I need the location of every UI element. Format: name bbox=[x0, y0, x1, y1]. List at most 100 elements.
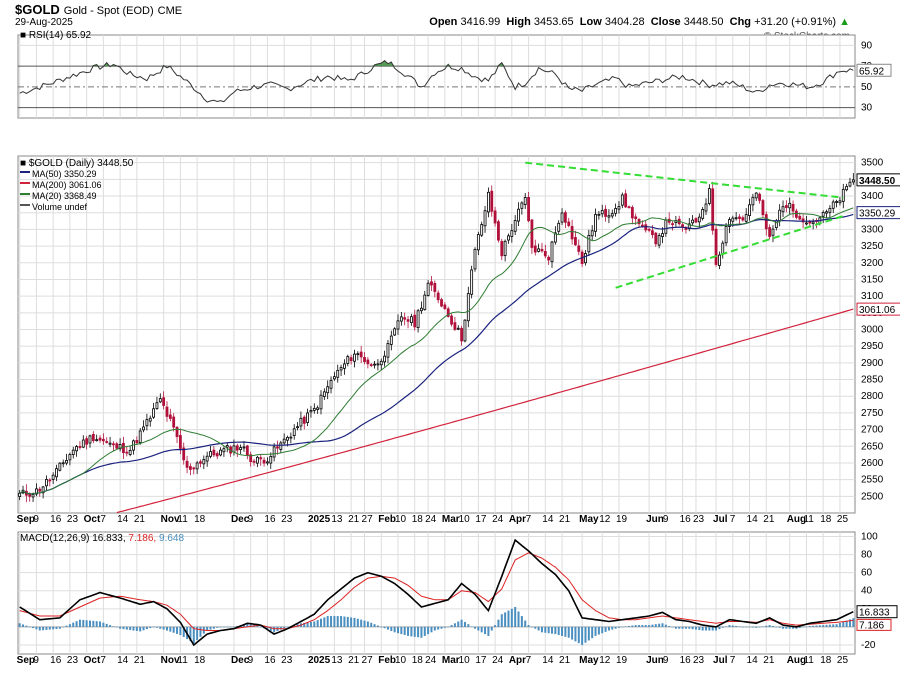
macd-hist-bar bbox=[443, 626, 446, 628]
candle-body bbox=[316, 407, 320, 410]
candle-body bbox=[751, 196, 755, 206]
macd-hist-bar bbox=[520, 616, 523, 627]
macd-tick-label: 100 bbox=[861, 532, 878, 543]
x-tick-label: Nov bbox=[161, 655, 180, 666]
macd-hist-bar bbox=[420, 626, 423, 638]
trendline-lower bbox=[615, 215, 844, 289]
candle-body bbox=[245, 445, 249, 456]
candle-body bbox=[490, 190, 494, 212]
macd-hist-bar bbox=[815, 625, 818, 627]
macd-hist-bar bbox=[403, 626, 406, 636]
x-tick-label: 7 bbox=[730, 655, 736, 666]
rsi-tick-label: 50 bbox=[861, 82, 873, 93]
macd-hist-bar bbox=[182, 626, 185, 638]
candle-body bbox=[155, 402, 159, 409]
candle-body bbox=[58, 462, 62, 471]
candle-body bbox=[178, 435, 182, 449]
candle-body bbox=[336, 369, 340, 378]
candle-body bbox=[302, 416, 306, 424]
macd-hist-bar bbox=[380, 626, 383, 628]
macd-hist-bar bbox=[360, 619, 363, 627]
candle-body bbox=[657, 235, 661, 246]
x-tick-label: 2025 bbox=[308, 514, 331, 525]
macd-hist-bar bbox=[222, 626, 225, 628]
candle-body bbox=[122, 442, 125, 453]
macd-hist-bar bbox=[561, 626, 564, 636]
macd-hist-bar bbox=[326, 616, 329, 627]
candle-body bbox=[707, 188, 711, 204]
macd-hist-bar bbox=[313, 621, 316, 627]
macd-hist-bar bbox=[681, 626, 684, 629]
volume-legend-swatch bbox=[20, 204, 30, 206]
ohlc-readout: Open 3416.99 High 3453.65 Low 3404.28 Cl… bbox=[429, 16, 850, 28]
candle-body bbox=[349, 357, 353, 362]
macd-legend-part: 9.648 bbox=[159, 533, 184, 544]
macd-hist-bar bbox=[88, 620, 91, 627]
macd-hist-bar bbox=[246, 623, 249, 627]
macd-hist-bar bbox=[32, 626, 35, 629]
rsi-tick-label: 30 bbox=[861, 103, 873, 114]
macd-hist-bar bbox=[139, 626, 142, 632]
candle-body bbox=[718, 254, 721, 266]
macd-hist-bar bbox=[678, 626, 681, 629]
candle-body bbox=[383, 355, 387, 363]
macd-hist-bar bbox=[852, 618, 855, 627]
x-tick-label: 7 bbox=[100, 655, 106, 666]
x-tick-label: 17 bbox=[475, 655, 487, 666]
candle-body bbox=[560, 212, 564, 223]
macd-hist-bar bbox=[52, 626, 55, 630]
macd-hist-bar bbox=[216, 626, 219, 628]
candle-body bbox=[744, 214, 748, 222]
macd-hist-bar bbox=[564, 626, 567, 637]
macd-hist-bar bbox=[567, 626, 570, 638]
candle-body bbox=[527, 196, 530, 222]
macd-hist-bar bbox=[192, 626, 195, 644]
macd-hist-bar bbox=[788, 626, 791, 629]
macd-hist-bar bbox=[778, 626, 781, 628]
candle-body bbox=[85, 438, 89, 445]
macd-hist-bar bbox=[273, 626, 276, 633]
candle-body bbox=[262, 459, 266, 464]
x-tick-label: Jul bbox=[713, 655, 728, 666]
x-tick-label: Nov bbox=[161, 514, 180, 525]
candle-body bbox=[456, 327, 460, 330]
candle-body bbox=[507, 235, 510, 241]
candle-body bbox=[222, 448, 226, 453]
candle-body bbox=[758, 193, 761, 201]
candle-body bbox=[784, 205, 788, 208]
macd-hist-bar bbox=[92, 620, 95, 627]
candle-body bbox=[306, 412, 310, 423]
macd-hist-bar bbox=[738, 626, 741, 627]
candle-body bbox=[694, 218, 698, 223]
macd-hist-bar bbox=[109, 625, 112, 627]
candle-body bbox=[480, 224, 484, 236]
ma50-value-label: 3350.29 bbox=[859, 209, 896, 220]
macd-hist-bar bbox=[212, 626, 215, 629]
macd-hist-bar bbox=[319, 618, 322, 627]
candle-body bbox=[91, 434, 95, 441]
macd-hist-bar bbox=[112, 626, 115, 627]
candle-body bbox=[781, 206, 785, 213]
macd-hist-bar bbox=[775, 626, 778, 628]
macd-hist-bar bbox=[400, 626, 403, 635]
x-tick-label: Sep bbox=[17, 655, 35, 666]
candle-body bbox=[647, 228, 651, 231]
macd-hist-bar bbox=[78, 619, 81, 627]
x-tick-label: 27 bbox=[362, 514, 374, 525]
candle-body bbox=[634, 216, 638, 219]
x-tick-label: 24 bbox=[492, 655, 504, 666]
candle-body bbox=[406, 319, 410, 322]
candle-body bbox=[416, 310, 420, 329]
macd-hist-bar bbox=[165, 626, 168, 631]
x-tick-label: 9 bbox=[33, 514, 39, 525]
candle-body bbox=[326, 386, 330, 394]
candle-body bbox=[363, 356, 366, 362]
candle-body bbox=[202, 459, 206, 465]
macd-hist-bar bbox=[577, 626, 580, 644]
macd-hist-bar bbox=[353, 617, 356, 627]
macd-hist-bar bbox=[721, 626, 724, 628]
x-tick-label: Oct bbox=[84, 655, 101, 666]
candle-body bbox=[339, 367, 343, 371]
candle-body bbox=[734, 217, 738, 220]
